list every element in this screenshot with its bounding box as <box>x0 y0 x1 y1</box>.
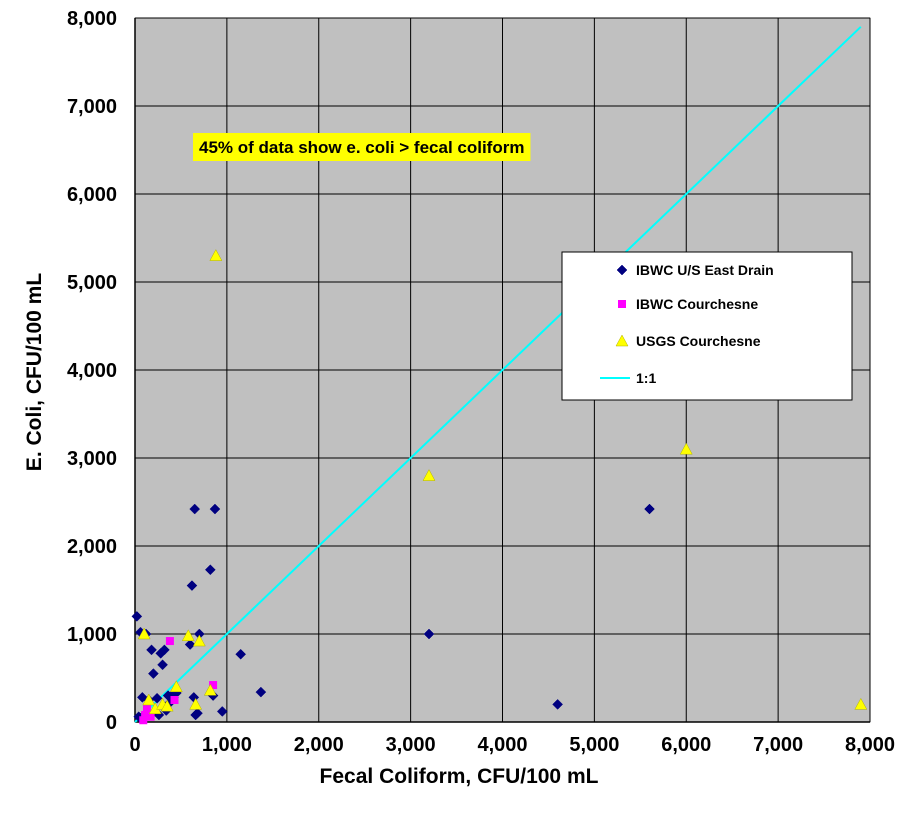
annotation: 45% of data show e. coli > fecal colifor… <box>193 133 531 161</box>
data-point-series-1 <box>139 716 148 725</box>
data-point-series-0 <box>148 668 159 679</box>
data-point-series-0 <box>235 648 247 660</box>
x-tick-label: 2,000 <box>294 734 344 756</box>
data-point-series-0 <box>159 644 170 656</box>
y-tick-label: 5,000 <box>67 272 117 294</box>
data-point-series-2 <box>160 699 174 712</box>
data-point-series-2 <box>422 469 436 481</box>
data-point-series-0 <box>255 686 267 698</box>
data-point-series-2 <box>189 697 203 710</box>
data-point-series-0 <box>131 611 143 622</box>
annotation-background <box>193 133 531 161</box>
data-point-series-0 <box>216 706 228 717</box>
series-layer <box>131 26 868 725</box>
x-tick-label: 1,000 <box>202 734 252 756</box>
data-point-series-0 <box>189 503 201 515</box>
x-axis-title: Fecal Coliform, CFU/100 mL <box>320 765 599 788</box>
y-axis-title: E. Coli, CFU/100 mL <box>23 273 46 472</box>
x-tick-label: 8,000 <box>845 734 895 756</box>
x-tick-label: 5,000 <box>569 734 619 756</box>
x-tick-label: 0 <box>129 734 140 756</box>
y-tick-label: 1,000 <box>67 624 117 646</box>
annotation-text: 45% of data show e. coli > fecal colifor… <box>199 138 524 157</box>
x-tick-label: 4,000 <box>477 734 527 756</box>
y-axis-tick-labels: 0 1,000 2,000 3,000 4,000 5,000 6,000 7,000 8,00… <box>67 8 117 734</box>
data-point-series-0 <box>423 628 435 640</box>
x-axis-tick-labels: 0 1,000 2,000 3,000 4,000 5,000 6,000 7,000 8,00… <box>129 734 895 756</box>
legend-box <box>561 251 853 401</box>
data-point-series-1 <box>146 712 155 721</box>
legend-label: USGS Courchesne <box>636 333 761 349</box>
legend-marker <box>616 264 628 276</box>
legend-items: IBWC U/S East Drain IBWC Courchesne USGS C… <box>600 262 774 386</box>
legend-label: IBWC Courchesne <box>636 296 758 312</box>
y-tick-label: 3,000 <box>67 448 117 470</box>
data-point-series-0 <box>146 644 157 656</box>
data-point-series-2 <box>169 680 183 693</box>
legend-marker <box>618 300 626 308</box>
data-point-series-0 <box>186 580 198 591</box>
legend-marker <box>615 334 629 347</box>
data-point-series-2 <box>137 627 151 640</box>
x-tick-label: 3,000 <box>386 734 436 756</box>
data-point-series-2 <box>209 249 223 261</box>
data-point-series-1 <box>165 637 174 646</box>
y-tick-label: 8,000 <box>67 8 117 30</box>
y-tick-label: 6,000 <box>67 184 117 206</box>
data-point-series-1 <box>141 710 150 719</box>
data-point-series-0 <box>552 699 563 710</box>
data-point-series-0 <box>204 564 216 576</box>
data-point-series-2 <box>679 442 693 455</box>
data-point-series-1 <box>142 704 151 713</box>
data-point-series-2 <box>203 683 217 696</box>
y-tick-label: 2,000 <box>67 536 117 558</box>
y-tick-label: 0 <box>106 712 117 734</box>
x-tick-label: 7,000 <box>753 734 803 756</box>
x-tick-label: 6,000 <box>661 734 711 756</box>
data-point-series-2 <box>142 693 156 706</box>
data-point-series-0 <box>157 659 168 671</box>
grid-lines <box>134 17 871 723</box>
legend: IBWC U/S East Drain IBWC Courchesne USGS C… <box>561 251 853 401</box>
data-point-series-0 <box>184 639 196 650</box>
series-line-1-to-1 <box>134 26 862 723</box>
data-point-series-1 <box>209 681 218 690</box>
data-point-series-2 <box>854 697 868 710</box>
legend-label: IBWC U/S East Drain <box>636 262 774 278</box>
legend-label: 1:1 <box>636 370 656 386</box>
data-point-series-0 <box>151 692 163 704</box>
data-point-series-2 <box>181 629 195 642</box>
y-tick-label: 7,000 <box>67 96 117 118</box>
data-point-series-0 <box>644 503 655 515</box>
y-tick-label: 4,000 <box>67 360 117 382</box>
data-point-series-2 <box>192 634 206 647</box>
data-point-series-0 <box>209 503 221 515</box>
data-point-series-1 <box>170 696 179 704</box>
data-point-series-0 <box>192 707 203 719</box>
